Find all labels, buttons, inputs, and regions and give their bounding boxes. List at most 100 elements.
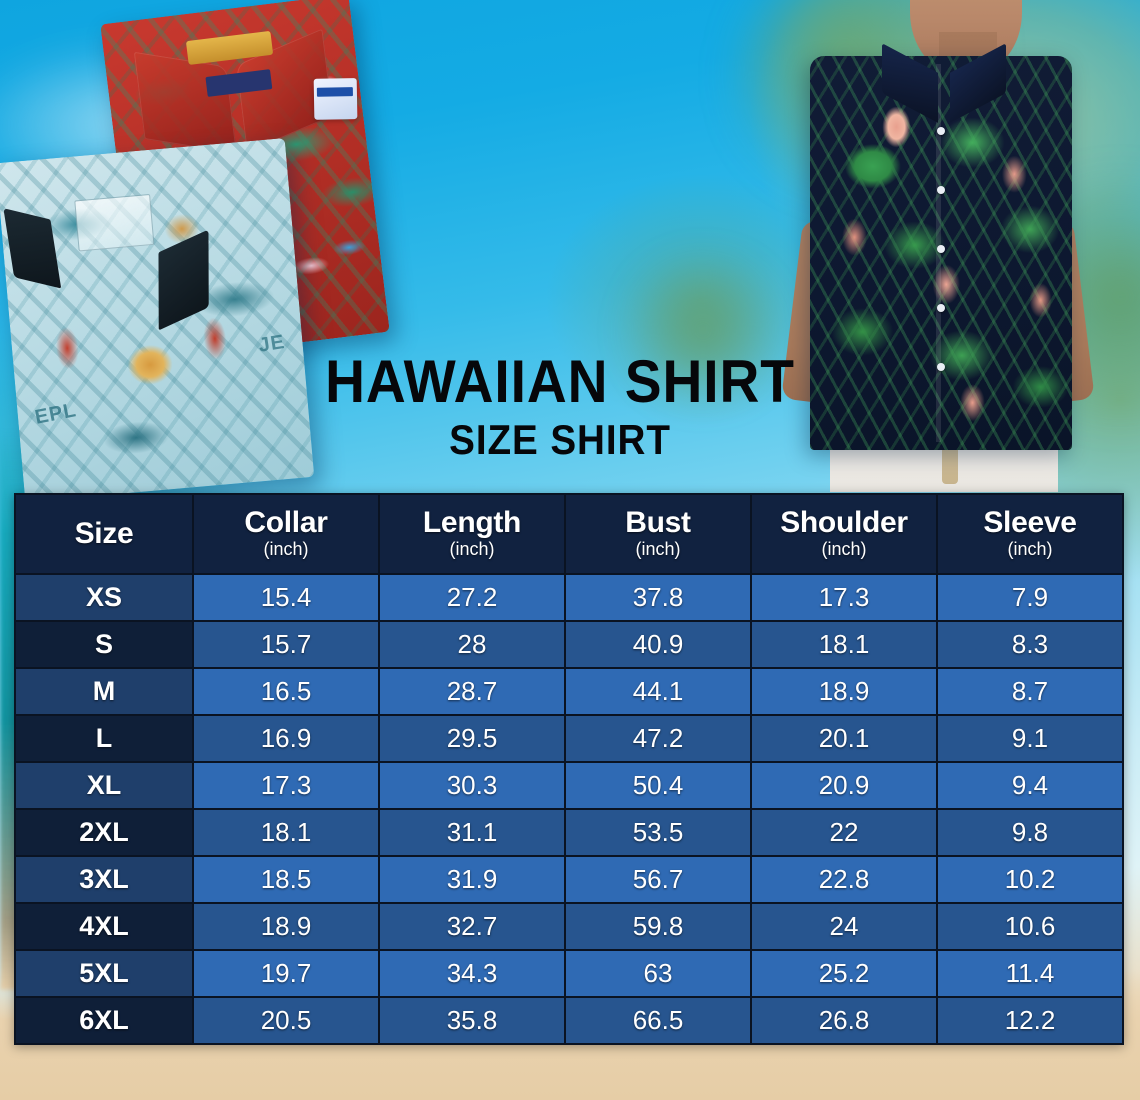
cell-sleeve: 9.8	[936, 808, 1124, 857]
cell-collar: 20.5	[192, 996, 380, 1045]
table-row: L 16.9 29.5 47.2 20.1 9.1	[14, 714, 1124, 763]
cell-sleeve: 7.9	[936, 573, 1124, 622]
cell-bust: 37.8	[564, 573, 752, 622]
cell-size: 5XL	[14, 949, 194, 998]
table-row: XS 15.4 27.2 37.8 17.3 7.9	[14, 573, 1124, 622]
cell-bust: 47.2	[564, 714, 752, 763]
cell-sleeve: 12.2	[936, 996, 1124, 1045]
blue-hawaiian-shirt-image: EPL JE	[0, 138, 315, 502]
table-row: 5XL 19.7 34.3 63 25.2 11.4	[14, 949, 1124, 998]
cell-shoulder: 24	[750, 902, 938, 951]
shirt-collar-left	[3, 208, 62, 290]
cell-length: 35.8	[378, 996, 566, 1045]
table-row: 2XL 18.1 31.1 53.5 22 9.8	[14, 808, 1124, 857]
column-header-label: Length	[422, 505, 522, 539]
cell-length: 29.5	[378, 714, 566, 763]
cell-collar: 18.9	[192, 902, 380, 951]
cell-collar: 18.1	[192, 808, 380, 857]
table-row: S 15.7 28 40.9 18.1 8.3	[14, 620, 1124, 669]
column-header-unit: (inch)	[1007, 539, 1053, 560]
cell-size: 4XL	[14, 902, 194, 951]
shirt-button	[936, 363, 945, 372]
table-row: 3XL 18.5 31.9 56.7 22.8 10.2	[14, 855, 1124, 904]
cell-shoulder: 20.9	[750, 761, 938, 810]
column-header-unit: (inch)	[821, 539, 867, 560]
cell-bust: 40.9	[564, 620, 752, 669]
cell-sleeve: 9.4	[936, 761, 1124, 810]
cell-bust: 50.4	[564, 761, 752, 810]
cell-bust: 56.7	[564, 855, 752, 904]
cell-bust: 59.8	[564, 902, 752, 951]
cell-size: 2XL	[14, 808, 194, 857]
cell-collar: 19.7	[192, 949, 380, 998]
shirt-pocket	[74, 194, 155, 252]
cell-shoulder: 26.8	[750, 996, 938, 1045]
page-title: HAWAIIAN SHIRT	[325, 348, 795, 415]
cell-length: 27.2	[378, 573, 566, 622]
column-header-label: Collar	[244, 505, 328, 539]
cell-shoulder: 18.9	[750, 667, 938, 716]
cell-bust: 66.5	[564, 996, 752, 1045]
column-header-size: Size	[14, 493, 194, 575]
size-chart-table: Size Collar (inch) Length (inch) Bust (i…	[14, 493, 1124, 1045]
cell-collar: 16.9	[192, 714, 380, 763]
model-photo	[734, 0, 1140, 492]
cell-size: 3XL	[14, 855, 194, 904]
cell-length: 31.9	[378, 855, 566, 904]
cell-shoulder: 22.8	[750, 855, 938, 904]
cell-size: S	[14, 620, 194, 669]
cell-shoulder: 25.2	[750, 949, 938, 998]
cell-bust: 53.5	[564, 808, 752, 857]
cell-length: 28	[378, 620, 566, 669]
blurred-foliage-icon	[618, 255, 788, 405]
cell-sleeve: 10.6	[936, 902, 1124, 951]
cell-collar: 16.5	[192, 667, 380, 716]
shirt-button	[936, 304, 945, 313]
cell-collar: 15.4	[192, 573, 380, 622]
shirt-print-text: EPL	[33, 398, 79, 429]
cell-size: M	[14, 667, 194, 716]
shirt-collar-left	[133, 51, 238, 155]
column-header-sleeve: Sleeve (inch)	[936, 493, 1124, 575]
column-header-shoulder: Shoulder (inch)	[750, 493, 938, 575]
cell-sleeve: 8.3	[936, 620, 1124, 669]
cell-bust: 63	[564, 949, 752, 998]
column-header-bust: Bust (inch)	[564, 493, 752, 575]
column-header-label: Sleeve	[983, 505, 1077, 539]
table-row: 4XL 18.9 32.7 59.8 24 10.6	[14, 902, 1124, 951]
cell-length: 28.7	[378, 667, 566, 716]
cell-sleeve: 9.1	[936, 714, 1124, 763]
cell-length: 31.1	[378, 808, 566, 857]
page-subtitle: SIZE SHIRT	[449, 416, 671, 463]
cell-length: 30.3	[378, 761, 566, 810]
column-header-unit: (inch)	[449, 539, 495, 560]
cell-length: 32.7	[378, 902, 566, 951]
shirt-button	[936, 186, 945, 195]
shirt-brand-tag	[313, 77, 357, 120]
cell-length: 34.3	[378, 949, 566, 998]
table-row: XL 17.3 30.3 50.4 20.9 9.4	[14, 761, 1124, 810]
cell-size: XL	[14, 761, 194, 810]
cell-sleeve: 10.2	[936, 855, 1124, 904]
title-block: HAWAIIAN SHIRT SIZE SHIRT	[300, 352, 820, 462]
table-row: M 16.5 28.7 44.1 18.9 8.7	[14, 667, 1124, 716]
table-row: 6XL 20.5 35.8 66.5 26.8 12.2	[14, 996, 1124, 1045]
shirt-collar-right	[158, 229, 209, 331]
cell-size: L	[14, 714, 194, 763]
cell-size: 6XL	[14, 996, 194, 1045]
column-header-label: Size	[74, 516, 134, 550]
worn-hawaiian-shirt-image	[810, 56, 1072, 450]
column-header-label: Bust	[625, 505, 691, 539]
cell-collar: 17.3	[192, 761, 380, 810]
cell-collar: 18.5	[192, 855, 380, 904]
column-header-unit: (inch)	[635, 539, 681, 560]
shirt-placket	[935, 63, 941, 443]
cell-shoulder: 22	[750, 808, 938, 857]
cell-size: XS	[14, 573, 194, 622]
shirt-button	[936, 126, 945, 135]
cell-bust: 44.1	[564, 667, 752, 716]
column-header-length: Length (inch)	[378, 493, 566, 575]
cell-sleeve: 11.4	[936, 949, 1124, 998]
cell-shoulder: 18.1	[750, 620, 938, 669]
